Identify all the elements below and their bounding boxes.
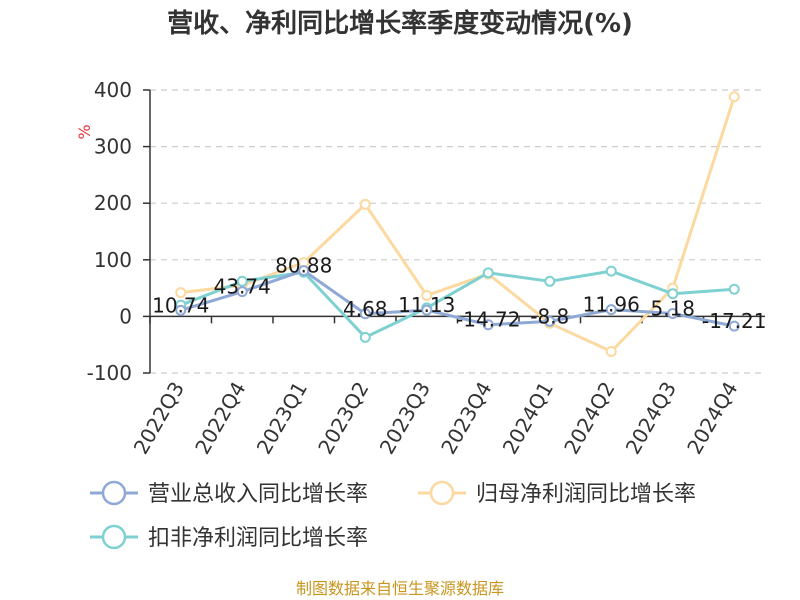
- legend-label: 归母净利润同比增长率: [476, 482, 696, 507]
- data-point: [236, 275, 248, 287]
- data-label: 11.96: [583, 293, 640, 317]
- x-tick-label: 2023Q1: [252, 378, 312, 459]
- x-tick-label: 2024Q1: [498, 378, 558, 459]
- data-label: 4.68: [343, 297, 388, 321]
- data-point: [421, 289, 433, 301]
- series-line: [180, 269, 735, 328]
- series-group: [175, 91, 740, 357]
- data-label: -14.72: [456, 308, 520, 332]
- source-note: 制图数据来自恒生聚源数据库: [296, 579, 504, 598]
- data-point: [728, 320, 740, 332]
- data-point: [359, 308, 371, 320]
- data-point: [175, 304, 187, 316]
- y-tick-label: -100: [87, 361, 132, 385]
- data-label: -17.21: [702, 309, 766, 333]
- data-label: 43.74: [214, 275, 271, 299]
- data-label: 5.18: [650, 296, 695, 320]
- data-point: [421, 304, 433, 316]
- data-point: [667, 307, 679, 319]
- data-point: [544, 275, 556, 287]
- x-tick-label: 2024Q2: [559, 378, 619, 459]
- chart-title: 营收、净利同比增长率季度变动情况(%): [167, 8, 633, 39]
- x-tick-label: 2024Q3: [621, 378, 681, 459]
- data-point: [605, 265, 617, 277]
- legend-item[interactable]: 归母净利润同比增长率: [418, 480, 696, 507]
- data-label: 80.88: [275, 254, 332, 278]
- x-tick-label: 2023Q2: [313, 378, 373, 459]
- y-tick-label: 100: [94, 248, 132, 272]
- y-tick-label: 200: [94, 191, 132, 215]
- x-tick-label: 2023Q4: [436, 378, 496, 459]
- data-label: 10.74: [152, 293, 209, 317]
- y-tick-label: 0: [119, 304, 132, 328]
- data-point: [605, 304, 617, 316]
- data-point: [359, 198, 371, 210]
- legend-marker: [429, 480, 455, 506]
- data-label: 11.13: [398, 293, 455, 317]
- data-point: [175, 287, 187, 299]
- legend-marker: [101, 524, 127, 550]
- data-point: [359, 331, 371, 343]
- y-tick-label: 400: [94, 78, 132, 102]
- data-point: [667, 288, 679, 300]
- data-point: [482, 267, 494, 279]
- y-tick-label: 300: [94, 135, 132, 159]
- x-tick-label: 2024Q4: [682, 378, 742, 459]
- legend-label: 扣非净利润同比增长率: [148, 526, 368, 551]
- legend-label: 营业总收入同比增长率: [148, 482, 368, 507]
- y-axis-label: %: [75, 124, 94, 139]
- legend-item[interactable]: 扣非净利润同比增长率: [90, 524, 368, 551]
- series-line: [180, 269, 735, 339]
- x-tick-label: 2022Q3: [129, 378, 189, 459]
- x-tick-label: 2022Q4: [190, 378, 250, 459]
- data-label: -8.8: [530, 304, 569, 328]
- series-line: [180, 96, 736, 353]
- data-point: [482, 319, 494, 331]
- data-point: [728, 283, 740, 295]
- legend-item[interactable]: 营业总收入同比增长率: [90, 480, 368, 507]
- grid: [150, 89, 765, 374]
- data-point: [728, 91, 740, 103]
- data-point: [298, 265, 310, 277]
- legend-marker: [101, 480, 127, 506]
- data-point: [236, 286, 248, 298]
- data-point: [605, 345, 617, 357]
- x-tick-label: 2023Q3: [375, 378, 435, 459]
- data-point: [544, 315, 556, 327]
